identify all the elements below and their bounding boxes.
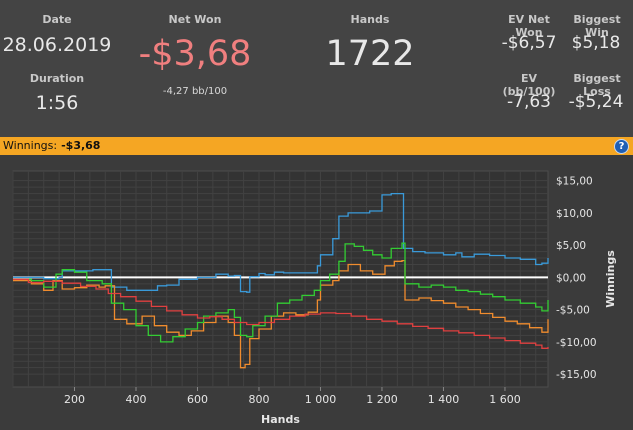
winnings-banner: Winnings: -$3,68 ? [0, 137, 633, 155]
x-tick-label: 600 [187, 393, 208, 406]
duration-value: 1:56 [35, 92, 79, 114]
x-tick-label: 1 200 [366, 393, 398, 406]
series-line-4 [13, 278, 549, 349]
stats-panel: Date 28.06.2019 Duration 1:56 Net Won -$… [0, 0, 633, 137]
date-value: 28.06.2019 [2, 34, 112, 56]
chart-area: 200 400 600 800 1 000 1 200 1 400 1 600 $15,00 $1… [0, 155, 633, 426]
help-icon[interactable]: ? [614, 139, 629, 154]
ev-bb-value: -7,63 [507, 92, 551, 112]
x-tick-label: 200 [64, 393, 85, 406]
x-tick-label: 1 400 [428, 393, 460, 406]
winnings-chart: 200 400 600 800 1 000 1 200 1 400 1 600 $15,00 $1… [12, 170, 617, 426]
x-tick-label: 1 600 [489, 393, 521, 406]
x-tick-label: 400 [125, 393, 146, 406]
y-tick-label: $15,00 [556, 176, 593, 188]
y-tick-label: -$5,00 [556, 305, 590, 317]
series-line-1 [13, 192, 549, 293]
biggest-win-label: Biggest Win [573, 13, 621, 39]
net-won-bb: -4,27 bb/100 [162, 86, 228, 97]
y-axis-label: Winnings [604, 250, 617, 308]
winnings-banner-text: Winnings: -$3,68 [3, 139, 100, 152]
winnings-label: Winnings: [3, 139, 58, 152]
ev-net-won-label: EV Net Won [508, 13, 550, 39]
series-line-3 [13, 242, 549, 343]
y-tick-label: $0,00 [556, 272, 586, 284]
biggest-loss-label: Biggest Loss [573, 72, 621, 98]
x-axis-label: Hands [261, 413, 300, 426]
net-won-value: -$3,68 [138, 34, 252, 74]
duration-label: Duration [29, 72, 85, 85]
net-won-label: Net Won [168, 13, 222, 26]
y-tick-label: -$10,00 [556, 337, 597, 349]
hands-label: Hands [350, 13, 390, 26]
hands-value: 1722 [325, 34, 415, 74]
x-tick-label: 800 [248, 393, 269, 406]
ev-bb-label: EV (bb/100) [502, 72, 556, 98]
ev-net-won-value: -$6,57 [501, 33, 557, 53]
date-label: Date [42, 13, 72, 26]
y-tick-label: $10,00 [556, 208, 593, 220]
x-tick-label: 1 000 [305, 393, 337, 406]
biggest-win-value: $5,18 [571, 33, 621, 53]
biggest-loss-value: -$5,24 [568, 92, 624, 112]
winnings-value: -$3,68 [61, 139, 101, 152]
y-tick-label: $5,00 [556, 240, 586, 252]
y-tick-label: -$15,00 [556, 369, 597, 381]
